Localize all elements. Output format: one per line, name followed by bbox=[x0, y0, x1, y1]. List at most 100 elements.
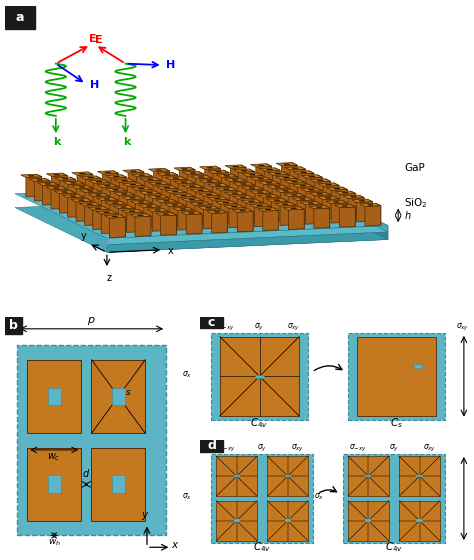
Polygon shape bbox=[154, 171, 170, 191]
Polygon shape bbox=[273, 174, 288, 195]
Polygon shape bbox=[216, 188, 237, 191]
Polygon shape bbox=[105, 188, 126, 192]
Polygon shape bbox=[309, 206, 330, 209]
Polygon shape bbox=[204, 182, 220, 202]
Polygon shape bbox=[170, 179, 186, 199]
Polygon shape bbox=[326, 200, 347, 204]
Polygon shape bbox=[283, 204, 288, 205]
Polygon shape bbox=[87, 190, 93, 192]
Polygon shape bbox=[301, 175, 322, 178]
Polygon shape bbox=[205, 169, 220, 189]
Polygon shape bbox=[104, 193, 109, 216]
Polygon shape bbox=[198, 171, 203, 193]
Polygon shape bbox=[178, 197, 194, 217]
Polygon shape bbox=[255, 193, 271, 213]
Polygon shape bbox=[350, 204, 356, 226]
Polygon shape bbox=[257, 205, 263, 206]
Polygon shape bbox=[296, 187, 388, 240]
Polygon shape bbox=[318, 183, 339, 186]
Polygon shape bbox=[190, 180, 194, 203]
Polygon shape bbox=[153, 184, 169, 204]
Text: $\sigma_y$: $\sigma_y$ bbox=[257, 443, 267, 454]
Polygon shape bbox=[153, 198, 169, 218]
Polygon shape bbox=[181, 190, 186, 212]
Polygon shape bbox=[88, 207, 109, 210]
Polygon shape bbox=[87, 204, 93, 205]
Polygon shape bbox=[76, 201, 92, 221]
Polygon shape bbox=[120, 207, 127, 208]
Polygon shape bbox=[120, 215, 125, 237]
Polygon shape bbox=[309, 171, 314, 193]
Polygon shape bbox=[291, 203, 296, 225]
Polygon shape bbox=[138, 196, 143, 218]
Polygon shape bbox=[102, 186, 118, 207]
Polygon shape bbox=[156, 199, 177, 202]
Polygon shape bbox=[101, 213, 117, 234]
Polygon shape bbox=[249, 204, 270, 207]
Polygon shape bbox=[197, 198, 202, 220]
Bar bbox=[399, 456, 440, 496]
Polygon shape bbox=[97, 184, 118, 187]
Polygon shape bbox=[43, 185, 58, 205]
Polygon shape bbox=[148, 169, 170, 172]
Polygon shape bbox=[155, 196, 161, 197]
Polygon shape bbox=[265, 209, 271, 210]
Polygon shape bbox=[249, 188, 255, 189]
Polygon shape bbox=[314, 208, 330, 228]
Polygon shape bbox=[367, 204, 374, 206]
Polygon shape bbox=[88, 193, 109, 197]
Polygon shape bbox=[59, 193, 75, 213]
Polygon shape bbox=[77, 174, 93, 195]
Polygon shape bbox=[199, 193, 219, 196]
Polygon shape bbox=[87, 199, 92, 221]
Text: $\mathbf{H}$: $\mathbf{H}$ bbox=[165, 58, 175, 70]
Polygon shape bbox=[240, 192, 245, 214]
Text: $\mathbf{k}$: $\mathbf{k}$ bbox=[54, 135, 63, 147]
Polygon shape bbox=[63, 194, 83, 198]
Polygon shape bbox=[232, 179, 238, 180]
Polygon shape bbox=[198, 176, 204, 178]
Polygon shape bbox=[266, 199, 287, 202]
Polygon shape bbox=[36, 179, 43, 180]
Polygon shape bbox=[127, 199, 143, 219]
Polygon shape bbox=[296, 181, 388, 232]
Polygon shape bbox=[208, 170, 229, 174]
Bar bbox=[5, 6, 35, 29]
Polygon shape bbox=[289, 183, 305, 203]
Polygon shape bbox=[164, 169, 170, 190]
Polygon shape bbox=[137, 176, 152, 197]
Polygon shape bbox=[224, 192, 245, 195]
Bar bbox=[343, 454, 445, 543]
Bar bbox=[234, 520, 240, 522]
Polygon shape bbox=[121, 193, 127, 194]
Polygon shape bbox=[214, 198, 220, 199]
Text: $\mathbf{H}$: $\mathbf{H}$ bbox=[89, 78, 100, 90]
Polygon shape bbox=[187, 200, 202, 221]
Polygon shape bbox=[250, 177, 271, 180]
Polygon shape bbox=[325, 206, 330, 227]
Text: $d$: $d$ bbox=[82, 467, 91, 479]
Polygon shape bbox=[95, 208, 101, 209]
Polygon shape bbox=[223, 189, 229, 190]
Polygon shape bbox=[248, 201, 255, 202]
Bar bbox=[201, 317, 223, 328]
Polygon shape bbox=[297, 200, 313, 220]
Bar bbox=[399, 501, 440, 541]
Polygon shape bbox=[144, 207, 160, 227]
Polygon shape bbox=[230, 181, 246, 201]
Polygon shape bbox=[299, 207, 304, 228]
Text: $\sigma_{xy}$: $\sigma_{xy}$ bbox=[287, 322, 300, 333]
Polygon shape bbox=[310, 179, 331, 182]
Polygon shape bbox=[106, 175, 127, 178]
Polygon shape bbox=[266, 177, 271, 199]
Polygon shape bbox=[88, 172, 93, 194]
Polygon shape bbox=[97, 171, 118, 174]
Polygon shape bbox=[128, 185, 144, 206]
Polygon shape bbox=[88, 177, 94, 178]
Polygon shape bbox=[121, 180, 128, 181]
Polygon shape bbox=[257, 192, 263, 193]
Polygon shape bbox=[190, 189, 211, 192]
Polygon shape bbox=[249, 174, 255, 175]
Polygon shape bbox=[327, 187, 347, 190]
Polygon shape bbox=[331, 189, 347, 209]
